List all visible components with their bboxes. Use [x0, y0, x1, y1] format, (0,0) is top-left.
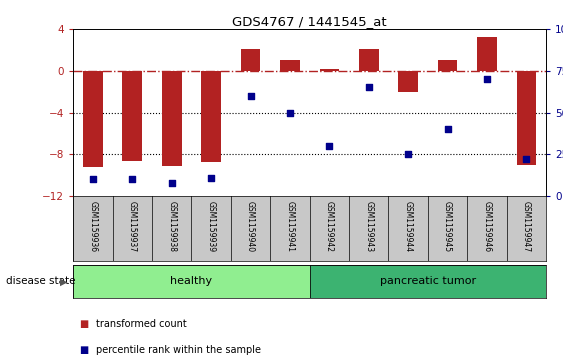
Point	[88, 176, 97, 182]
Text: GSM1159936: GSM1159936	[88, 201, 97, 252]
Bar	[398, 71, 418, 91]
Point	[207, 175, 216, 180]
Bar	[477, 37, 497, 71]
Bar	[438, 60, 457, 71]
Bar	[202, 71, 221, 162]
Text: ■: ■	[79, 319, 88, 330]
Text: GSM1159937: GSM1159937	[128, 201, 137, 252]
Text: GSM1159947: GSM1159947	[522, 201, 531, 252]
Bar	[517, 71, 537, 165]
Point	[364, 85, 373, 90]
Text: transformed count: transformed count	[96, 319, 186, 330]
Bar	[162, 71, 181, 166]
Text: healthy: healthy	[171, 276, 212, 286]
Bar	[122, 71, 142, 160]
Text: percentile rank within the sample: percentile rank within the sample	[96, 345, 261, 355]
Bar	[320, 69, 339, 71]
Bar	[280, 60, 300, 71]
Text: GSM1159939: GSM1159939	[207, 201, 216, 252]
Point	[404, 151, 413, 157]
Text: GSM1159942: GSM1159942	[325, 201, 334, 252]
Text: GSM1159945: GSM1159945	[443, 201, 452, 252]
Point	[325, 143, 334, 149]
Text: GSM1159943: GSM1159943	[364, 201, 373, 252]
Point	[482, 76, 491, 82]
Text: pancreatic tumor: pancreatic tumor	[380, 276, 476, 286]
Text: GSM1159938: GSM1159938	[167, 201, 176, 252]
Bar	[73, 265, 310, 298]
Point	[167, 180, 176, 185]
Text: GSM1159946: GSM1159946	[482, 201, 491, 252]
Text: GSM1159940: GSM1159940	[246, 201, 255, 252]
Bar	[359, 49, 378, 71]
Text: disease state: disease state	[6, 276, 75, 286]
Point	[128, 176, 137, 182]
Text: ▶: ▶	[60, 276, 68, 286]
Bar	[310, 265, 546, 298]
Point	[443, 126, 452, 132]
Text: GSM1159944: GSM1159944	[404, 201, 413, 252]
Bar	[83, 71, 102, 167]
Point	[285, 110, 294, 115]
Bar	[241, 49, 260, 71]
Point	[246, 93, 255, 99]
Title: GDS4767 / 1441545_at: GDS4767 / 1441545_at	[233, 15, 387, 28]
Point	[522, 156, 531, 162]
Text: GSM1159941: GSM1159941	[285, 201, 294, 252]
Text: ■: ■	[79, 345, 88, 355]
